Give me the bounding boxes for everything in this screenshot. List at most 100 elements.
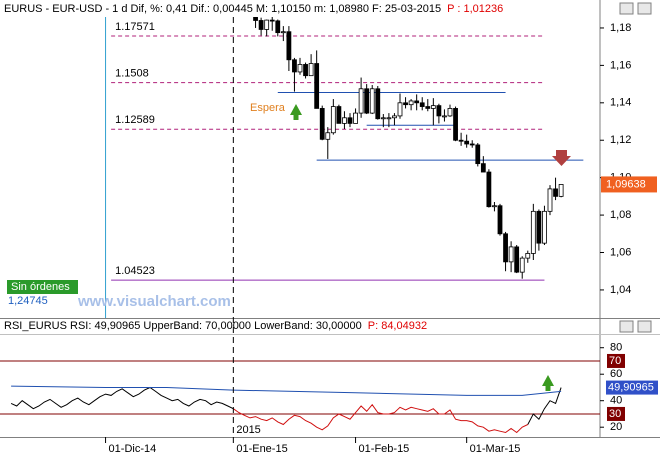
candle-body [547,188,553,212]
candle-body [403,102,408,106]
candle-body [314,63,320,109]
candle-body [558,184,564,197]
last-price-box [601,176,657,193]
candle-body [480,163,486,173]
level-label: 1.1508 [115,68,149,80]
minimize-button[interactable] [619,320,634,333]
rsi-line [11,385,562,396]
maximize-button[interactable] [637,320,652,333]
candle-body [464,140,470,145]
y-tick-label: 1,16 [610,59,631,71]
candle-body [253,17,258,21]
signal-text: Espera [250,102,286,114]
year-label: 2015 [236,424,260,436]
chart-title: EURUS - EUR-USD - 1 d Dif, %: 0,41 Dif.:… [4,3,441,15]
last-value-box [606,380,658,395]
orders-label: Sin órdenes [11,281,70,293]
candle-body [436,105,442,117]
up-arrow [290,104,302,120]
candle-body [330,106,336,134]
candle-body [319,108,325,140]
candle-body [286,31,292,61]
candle-body [525,253,531,259]
candle-body [492,205,497,208]
orders-box [7,280,78,294]
candle-body [503,233,508,263]
rsi-plot [0,360,600,434]
y-tick-label: 1,18 [610,22,631,34]
candle-body [347,117,353,124]
candle-body [353,112,358,124]
y-tick-label: 40 [610,395,622,407]
window-buttons [619,2,652,333]
maximize-button[interactable] [637,2,652,15]
candle-body [308,63,314,77]
candle-body [519,257,525,273]
candle-body [269,19,275,22]
candle-body [442,115,447,118]
minimize-button[interactable] [619,2,634,15]
x-tick-label: 01-Dic-14 [109,443,157,455]
candle-body [380,117,386,120]
rsi-line [10,386,234,410]
candle-body [369,88,375,114]
title-price: P : 1,01236 [447,3,503,15]
candle-body [364,88,370,114]
candle-body [536,210,542,244]
band-box [607,406,625,421]
candle-body [419,102,425,107]
rsi-line [233,403,529,434]
y-tick-label: 1,08 [610,209,631,221]
candle-body [425,106,431,109]
candle-body [430,105,436,109]
band-box [607,353,625,368]
y-tick-label: 1,14 [610,97,631,109]
candle-body [475,144,481,165]
down-arrow [552,150,571,166]
candle-body [336,106,342,124]
x-tick-label: 01-Ene-15 [236,443,287,455]
x-tick-label: 01-Feb-15 [359,443,410,455]
candle-body [508,246,514,263]
candle-body [530,210,536,254]
y-tick-label: 1,12 [610,134,631,146]
price-plot: 1.17571 1.1508 1.12589 1.04523 [105,17,584,318]
last-value-label: 49,90965 [608,381,654,393]
last-price-label: 1,09638 [606,178,646,190]
rsi-line [527,387,562,425]
band-label: 30 [609,408,621,420]
level-label: 1.17571 [115,21,155,33]
candle-body [447,108,453,117]
candle-body [408,100,414,106]
candle-body [514,246,520,273]
candle-body [453,108,458,141]
candle-body [358,88,364,114]
candle-body [375,88,381,120]
up-arrow [542,375,554,391]
candle-body [258,20,264,30]
candle-body [553,188,558,197]
x-tick-label: 01-Mar-15 [470,443,521,455]
candle-body [264,19,270,30]
level-label: 1.04523 [115,265,155,277]
rsi-title: RSI_EURUS RSI: 49,90965 UpperBand: 70,00… [4,320,362,332]
candle-body [458,139,464,142]
y-tick-label: 1,06 [610,246,631,258]
y-tick-label: 80 [610,342,622,354]
band-label: 70 [609,355,621,367]
candle-body [325,132,331,140]
account-value: 1,24745 [8,295,48,307]
candle-body [275,20,281,34]
candle-body [342,117,347,124]
watermark: www.visualchart.com [77,293,231,310]
y-tick-label: 1,04 [610,284,631,296]
candle-body [386,117,392,120]
candle-body [280,31,286,34]
candle-body [297,64,303,73]
candle-body [414,100,420,104]
candle-body [292,59,297,73]
y-tick-label: 20 [610,421,622,433]
